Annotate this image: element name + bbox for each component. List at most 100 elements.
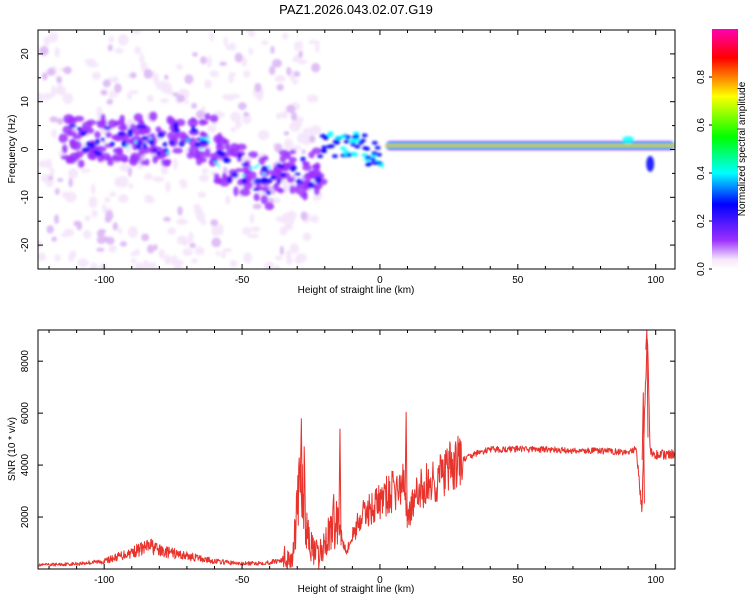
spectrogram-speckle	[114, 47, 124, 54]
spectrogram-speckle	[117, 227, 123, 234]
spectrogram-band-core	[162, 141, 168, 147]
spectrogram-speckle	[160, 97, 169, 104]
spectrogram-speckle	[290, 111, 298, 121]
spectrogram-band	[115, 146, 124, 157]
spectrogram-band	[311, 147, 322, 155]
spectrogram-speckle	[191, 102, 198, 109]
spectrogram-speckle	[285, 104, 296, 114]
spectrogram-peak	[202, 137, 206, 141]
spectrogram-speckle	[229, 259, 238, 268]
spectrogram-band	[62, 125, 73, 134]
spectrogram-band	[148, 111, 158, 122]
spectrogram-speckle	[177, 206, 183, 216]
spectrogram-speckle	[147, 261, 157, 269]
spectrogram-peak	[186, 139, 190, 143]
spectrogram-speckle	[243, 252, 253, 264]
spectrogram-band	[314, 162, 321, 168]
spectrogram-band	[86, 119, 97, 126]
spectrogram-speckle	[38, 239, 43, 249]
spectrogram-speckle	[141, 233, 150, 242]
spectrogram-speckle	[257, 130, 270, 141]
spectrogram-band-core	[231, 172, 239, 178]
spectrogram-transition	[340, 146, 347, 151]
spectrogram-band-core	[103, 126, 112, 131]
colorbar-label: Normalized spectral amplitude	[737, 81, 748, 216]
spectrogram-speckle	[104, 196, 111, 203]
snr-ytick-label: 4000	[20, 454, 31, 477]
spectrogram-speckle	[274, 74, 286, 83]
spectrogram-speckle	[117, 33, 129, 46]
spectrogram-transition	[352, 131, 359, 136]
spectrogram-speckle	[88, 196, 98, 209]
spectrogram-speckle	[105, 210, 114, 221]
spectrogram-band	[138, 128, 147, 135]
spectrogram-band	[155, 126, 162, 133]
spectrogram-band-core	[218, 151, 226, 157]
spectrogram-speckle	[41, 72, 48, 81]
spectrogram-speckle	[201, 167, 209, 175]
spectrogram-band-core	[139, 125, 147, 129]
colorbar-tick-label: 0.4	[696, 166, 707, 180]
spectrogram-speckle	[48, 175, 54, 181]
figure-title: PAZ1.2026.043.02.07.G19	[279, 2, 433, 17]
spectrogram-band	[140, 160, 147, 166]
spectrogram-transition	[369, 157, 376, 162]
spectrogram-speckle	[287, 212, 296, 225]
spectrogram-ytick-label: -10	[20, 190, 31, 205]
spectrogram-band-core	[156, 151, 161, 156]
spectrogram-speckle	[297, 132, 309, 144]
spectrogram-band-core	[226, 176, 232, 183]
spectrogram-speckle	[173, 158, 178, 170]
spectrogram-speckle	[167, 227, 176, 235]
spectrogram-band-core	[237, 153, 242, 159]
spectrogram-band-core	[94, 138, 101, 146]
spectrogram-speckle	[158, 248, 165, 259]
spectrogram-band-core	[142, 142, 148, 150]
spectrogram-band	[117, 154, 129, 162]
spectrogram-x-ticks: -100 -50 0 50 100	[48, 30, 664, 286]
spectrogram-speckle	[279, 245, 284, 256]
spectrogram-band	[111, 134, 120, 141]
spectrogram-speckle	[254, 82, 262, 93]
spectrogram-transition	[334, 140, 341, 145]
spectrogram-band	[192, 153, 201, 159]
spectrogram-transition	[350, 151, 357, 156]
spectrogram-speckle	[109, 89, 114, 101]
spectrogram-band-core	[100, 137, 106, 143]
spectrogram-peak	[206, 136, 210, 140]
spectrogram-speckle	[102, 79, 111, 88]
spectrogram-band-core	[79, 131, 88, 136]
spectrogram-speckle	[54, 254, 61, 262]
spectrogram-speckle	[248, 47, 254, 56]
spectrogram-speckle	[54, 188, 60, 195]
spectrogram-band-core	[194, 142, 202, 147]
spectrogram-band	[97, 154, 105, 163]
spectrogram-peak	[249, 167, 253, 171]
spectrogram-carrier-line	[385, 145, 675, 147]
spectrogram-speckle	[298, 50, 303, 59]
spectrogram-band	[272, 183, 279, 190]
spectrogram-band-core	[89, 141, 95, 149]
spectrogram-band	[229, 143, 240, 152]
spectrogram-speckle	[282, 217, 287, 224]
spectrogram-speckle	[91, 209, 98, 218]
spectrogram-speckle	[96, 247, 105, 252]
snr-ytick-label: 2000	[20, 505, 31, 528]
spectrogram-band-core	[265, 190, 272, 196]
spectrogram-speckle	[63, 228, 75, 237]
spectrogram-speckle	[176, 218, 188, 226]
spectrogram-transition	[361, 133, 368, 138]
spectrogram-speckle	[139, 52, 145, 65]
spectrogram-speckle	[271, 58, 282, 68]
spectrogram-transition	[359, 138, 366, 143]
spectrogram-band-core	[169, 140, 175, 146]
spectrogram-band	[199, 131, 205, 138]
spectrogram-speckle	[152, 176, 165, 183]
spectrogram-speckle	[228, 42, 237, 51]
spectrogram-band	[117, 125, 126, 131]
spectrogram-transition	[343, 139, 350, 144]
spectrogram-speckle	[160, 164, 169, 175]
spectrogram-band	[94, 130, 101, 139]
snr-spike	[338, 428, 342, 546]
